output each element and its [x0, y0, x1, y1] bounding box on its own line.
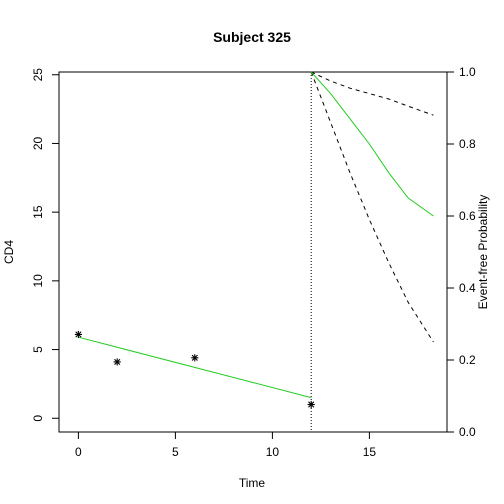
observed-point	[307, 400, 315, 409]
observed-point-stroke	[75, 331, 82, 338]
x-tick-label: 10	[266, 445, 280, 459]
y2-tick-label: 0.6	[459, 209, 476, 223]
x-tick-label: 15	[363, 445, 377, 459]
y-axis: 0 5 10 15 20 25	[31, 68, 60, 422]
y2-tick-label: 0.8	[459, 137, 476, 151]
y2-tick-label: 1.0	[459, 65, 476, 79]
observed-point-stroke	[191, 354, 198, 361]
survival-mean-curve	[310, 71, 434, 217]
y-tick-label: 5	[31, 346, 45, 353]
y2-tick-label: 0.0	[459, 425, 476, 439]
observed-point-stroke	[308, 401, 315, 408]
observed-point-stroke	[114, 358, 121, 366]
chart-title: Subject 325	[213, 29, 291, 45]
x-tick-label: 0	[75, 445, 82, 459]
survival-upper-bound	[310, 71, 434, 116]
observed-point	[191, 354, 199, 362]
x-tick-label: 5	[172, 445, 179, 459]
survival-lower-bound	[310, 71, 434, 343]
y2-tick-label: 0.2	[459, 353, 476, 367]
y-axis-label: CD4	[2, 240, 16, 264]
plot-area-box	[58, 71, 448, 433]
y-tick-label: 25	[31, 68, 45, 82]
series-layer	[74, 71, 434, 432]
y-tick-label: 20	[31, 136, 45, 150]
x-axis-label: Time	[239, 476, 266, 490]
y2-tick-label: 0.4	[459, 281, 476, 295]
y2-axis-label: Event-free Probability	[476, 195, 490, 310]
y2-axis: 0.0 0.2 0.4 0.6 0.8 1.0	[446, 65, 476, 439]
y-tick-label: 15	[31, 205, 45, 219]
y-tick-label: 0	[31, 415, 45, 422]
y-tick-label: 10	[31, 274, 45, 288]
x-axis: 0 5 10 15	[75, 431, 377, 459]
observed-point	[74, 330, 82, 339]
observed-point	[113, 358, 121, 366]
fitted-trajectory-line	[78, 336, 312, 399]
